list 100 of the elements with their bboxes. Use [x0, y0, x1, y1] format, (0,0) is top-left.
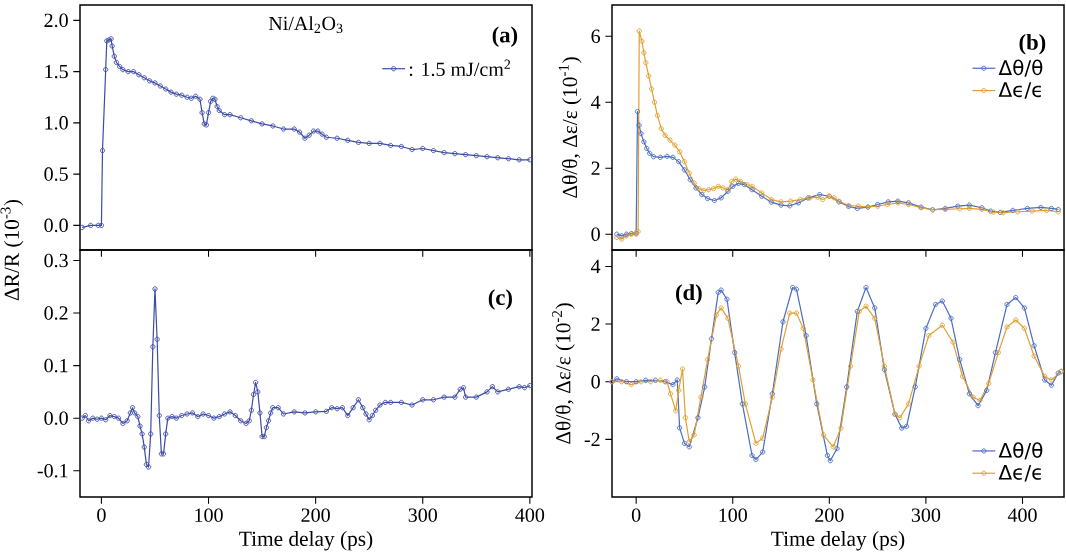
y-axis-title: ΔR/R (10$^{-3}$): [0, 199, 24, 301]
point: [923, 325, 929, 331]
y-tick-label: -2: [584, 432, 600, 446]
point: [725, 315, 731, 321]
x-axis-title: Time delay (ps): [771, 531, 905, 551]
y-tick-label: 6: [591, 29, 601, 44]
point: [1031, 343, 1037, 349]
point: [820, 432, 827, 438]
y-tick-label: 4: [591, 95, 601, 109]
legend-label: Δθ/θ: [998, 442, 1043, 460]
point: [677, 425, 683, 431]
point: [975, 403, 981, 409]
point: [644, 145, 650, 152]
point: [705, 356, 711, 363]
point: [702, 384, 708, 390]
y-tick-label: 2.0: [44, 13, 68, 28]
point: [686, 439, 692, 445]
x-tick-label: 400: [1007, 508, 1037, 522]
y-tick-label: 0.3: [44, 253, 68, 268]
point: [715, 289, 721, 295]
legend-label: Δθ/θ: [998, 59, 1043, 77]
y-tick-label: -0.1: [37, 463, 68, 478]
point: [732, 350, 738, 356]
point: [691, 432, 697, 438]
point: [749, 187, 755, 193]
point: [713, 312, 719, 318]
point: [1048, 382, 1055, 388]
point: [881, 363, 887, 369]
y-tick-label: 0.2: [44, 306, 68, 320]
point: [1031, 353, 1037, 359]
point: [647, 150, 653, 156]
point: [681, 167, 688, 173]
point: [687, 177, 693, 183]
point: [657, 377, 663, 383]
point: [838, 425, 844, 431]
point: [1010, 207, 1016, 214]
annotation: (c): [488, 289, 512, 310]
point: [676, 387, 682, 393]
y-axis-title: Δθ/θ, Δε/ε (10$^{-1}$): [558, 57, 582, 198]
point: [638, 130, 644, 137]
point: [1004, 301, 1010, 308]
point: [753, 456, 759, 463]
legend-label: Δϵ/ϵ: [998, 82, 1041, 99]
y-axis-title: Δθ/θ, Δε/ε (10$^{-2}$): [552, 303, 575, 444]
point: [844, 384, 850, 390]
point: [730, 183, 736, 189]
y-tick-label: 0.0: [44, 411, 68, 425]
point: [939, 298, 945, 304]
point: [636, 122, 642, 128]
point: [810, 377, 816, 383]
point: [1024, 205, 1030, 212]
point: [827, 458, 833, 464]
point: [834, 445, 840, 452]
point: [676, 159, 682, 165]
point: [881, 367, 887, 373]
point: [652, 377, 659, 383]
point: [897, 415, 903, 421]
point: [698, 394, 704, 400]
point: [787, 203, 793, 209]
point: [872, 315, 878, 321]
y-tick-label: 1.0: [45, 116, 68, 130]
point: [793, 310, 800, 316]
x-tick-label: 100: [195, 508, 223, 522]
point: [670, 381, 676, 388]
point: [932, 301, 939, 308]
point: [682, 415, 689, 421]
y-tick-label: 2: [591, 317, 600, 331]
point: [673, 408, 679, 414]
annotation: Ni/Al$_{2}$O$_{3}$: [268, 16, 343, 34]
point: [1013, 317, 1019, 323]
point: [948, 315, 954, 321]
point: [695, 415, 701, 421]
point: [926, 333, 932, 339]
point: [950, 339, 956, 345]
point: [903, 423, 910, 429]
point: [708, 336, 715, 342]
point: [679, 366, 686, 372]
x-tick-label: 0: [631, 508, 641, 522]
point: [986, 380, 992, 387]
point: [699, 191, 705, 198]
point: [793, 286, 800, 292]
point: [1021, 325, 1028, 331]
point: [633, 379, 639, 385]
point: [753, 440, 759, 446]
y-tick-label: 4: [591, 259, 601, 274]
point: [984, 387, 990, 393]
point: [795, 200, 802, 206]
point: [634, 108, 641, 115]
legend-label: Δϵ/ϵ: [998, 464, 1041, 482]
point: [1038, 204, 1044, 211]
annotation: (a): [492, 26, 518, 48]
point: [760, 449, 766, 455]
point: [674, 377, 680, 383]
point: [1048, 377, 1055, 383]
point: [718, 195, 724, 201]
point: [787, 310, 793, 316]
point: [966, 391, 972, 397]
point: [643, 377, 649, 383]
point: [705, 195, 711, 202]
point: [814, 401, 820, 407]
